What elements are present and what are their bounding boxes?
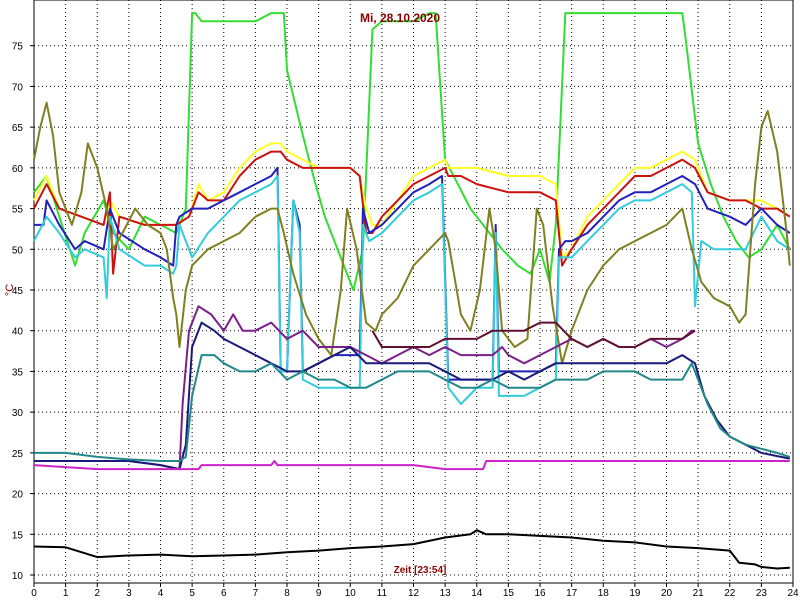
- x-tick-label: 15: [503, 588, 515, 599]
- series-line-2: [33, 150, 791, 275]
- x-tick-label: 10: [345, 588, 357, 599]
- series-line-11: [33, 529, 790, 570]
- series-line-8: [34, 321, 790, 471]
- grid: [34, 0, 794, 583]
- y-tick-label: 75: [12, 42, 24, 53]
- axes: 0 1 2 3 4 5 6 7 8 9 10 11 12 13 14 15 16 17 18 19 20 21 22 23 24…: [12, 0, 799, 599]
- x-tick-label: 23: [756, 588, 768, 599]
- labels: Mi, 28.10.2020 °C Zeit [23:54]: [4, 11, 446, 576]
- y-tick-label: 45: [12, 286, 24, 297]
- x-tick-label: 6: [221, 588, 227, 599]
- y-tick-label: 35: [12, 367, 24, 378]
- y-tick-label: 25: [12, 449, 24, 460]
- y-tick-label: 30: [12, 408, 24, 419]
- chart-title: Mi, 28.10.2020: [360, 11, 440, 25]
- y-tick-label: 15: [12, 530, 24, 541]
- series-line-9: [34, 354, 791, 462]
- series-line-5: [33, 101, 791, 365]
- series-line-0: [33, 12, 791, 291]
- x-tick-label: 17: [566, 588, 578, 599]
- y-axis-label: °C: [4, 284, 16, 296]
- y-tick-label: 50: [12, 245, 24, 256]
- y-tick-label: 40: [12, 327, 24, 338]
- x-tick-label: 13: [440, 588, 452, 599]
- plot-frame: [33, 0, 794, 584]
- x-tick-label: 18: [598, 588, 610, 599]
- y-tick-label: 65: [12, 123, 24, 134]
- series-line-4: [33, 175, 791, 405]
- series-lines: [33, 12, 791, 570]
- x-tick-label: 22: [724, 588, 736, 599]
- x-tick-label: 14: [471, 588, 483, 599]
- x-axis-label: Zeit [23:54]: [394, 565, 447, 576]
- x-tick-label: 8: [284, 588, 290, 599]
- series-line-10: [33, 460, 790, 471]
- x-tick-label: 1: [63, 588, 69, 599]
- x-tick-label: 16: [534, 588, 546, 599]
- y-tick-label: 60: [12, 164, 24, 175]
- x-tick-label: 0: [31, 588, 37, 599]
- y-tick-label: 10: [12, 571, 24, 582]
- series-line-7: [371, 321, 696, 348]
- x-tick-label: 7: [253, 588, 259, 599]
- x-tick-label: 4: [158, 588, 164, 599]
- x-tick-label: 5: [189, 588, 195, 599]
- x-tick-label: 11: [377, 588, 388, 599]
- y-tick-label: 70: [12, 82, 24, 93]
- series-line-1: [33, 142, 791, 259]
- x-tick-label: 12: [408, 588, 420, 599]
- x-tick-label: 3: [126, 588, 132, 599]
- x-tick-label: 21: [693, 588, 705, 599]
- y-tick-label: 55: [12, 205, 24, 216]
- x-tick-label: 20: [661, 588, 673, 599]
- x-tick-label: 24: [787, 588, 799, 599]
- x-tick-label: 19: [629, 588, 641, 599]
- x-tick-label: 2: [94, 588, 100, 599]
- y-tick-label: 20: [12, 490, 24, 501]
- x-tick-label: 9: [316, 588, 322, 599]
